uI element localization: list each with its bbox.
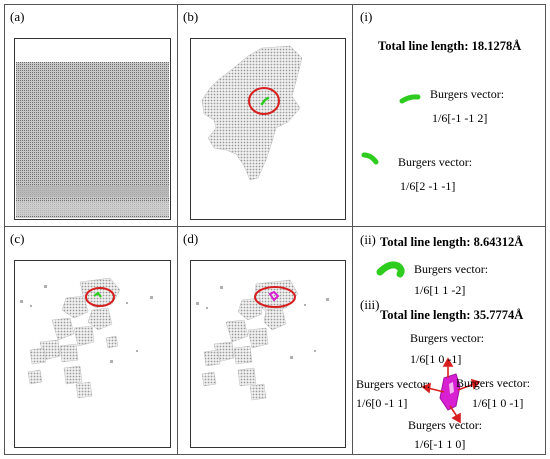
stray-atoms-d bbox=[196, 286, 329, 359]
column-divider-1 bbox=[177, 4, 178, 455]
burgers-vector-value-iii-left: 1/6[0 -1 1] bbox=[356, 396, 408, 410]
atom-clusters-c bbox=[27, 277, 121, 399]
atom-clusters-d bbox=[201, 279, 299, 401]
red-highlight-d bbox=[254, 286, 296, 308]
figure-border-left bbox=[4, 4, 5, 455]
figure-border-top bbox=[4, 4, 546, 5]
burgers-vector-value-iii-top: 1/6[1 0 -1] bbox=[410, 352, 462, 366]
burgers-vector-label-iii-top: Burgers vector: bbox=[410, 331, 485, 345]
figure-border-bottom bbox=[4, 454, 546, 455]
burgers-vector-label-ii: Burgers vector: bbox=[414, 262, 489, 276]
burgers-vector-value-i-1: 1/6[-1 -1 2] bbox=[432, 111, 488, 125]
red-highlight-b bbox=[248, 87, 280, 115]
dislocation-loop-iii-icon bbox=[439, 373, 461, 411]
stray-atoms-c bbox=[20, 285, 153, 363]
burgers-vector-value-iii-right: 1/6[1 0 -1] bbox=[472, 396, 524, 410]
dislocation-segment-1-icon bbox=[399, 94, 421, 104]
crystal-layer-band-lower bbox=[16, 202, 169, 216]
panel-label-a: (a) bbox=[10, 9, 25, 24]
panel-label-d: (d) bbox=[183, 231, 199, 246]
burgers-vector-label-i-2: Burgers vector: bbox=[398, 155, 473, 169]
total-line-length-ii: Total line length: 8.64312Å bbox=[380, 235, 524, 249]
burgers-vector-value-iii-bottom: 1/6[-1 1 0] bbox=[414, 437, 466, 451]
burgers-vector-value-ii: 1/6[1 1 -2] bbox=[414, 283, 466, 297]
green-dislocation-b bbox=[260, 96, 270, 106]
dislocation-segment-2-icon bbox=[361, 152, 379, 165]
burgers-vector-value-i-2: 1/6[2 -1 -1] bbox=[400, 179, 456, 193]
dislocation-segment-ii-icon bbox=[376, 261, 405, 278]
panel-label-iii: (iii) bbox=[360, 297, 380, 312]
green-dislocation-c bbox=[93, 291, 102, 298]
total-line-length-iii: Total line length: 35.7774Å bbox=[380, 308, 524, 322]
panel-label-i: (i) bbox=[360, 9, 373, 24]
burgers-vector-label-i-1: Burgers vector: bbox=[430, 87, 505, 101]
red-highlight-c bbox=[85, 287, 115, 307]
panel-label-b: (b) bbox=[183, 9, 199, 24]
defect-cluster-b bbox=[201, 45, 303, 181]
burgers-vector-arrows bbox=[421, 357, 481, 424]
total-line-length-i: Total line length: 18.1278Å bbox=[378, 39, 522, 53]
row-divider bbox=[4, 226, 546, 227]
panel-label-ii: (ii) bbox=[360, 232, 376, 247]
burgers-vector-label-iii-left: Burgers vector: bbox=[356, 377, 431, 391]
panel-label-c: (c) bbox=[10, 231, 25, 246]
figure-border-right bbox=[545, 4, 546, 455]
magenta-dislocation-d bbox=[268, 290, 280, 302]
column-divider-2 bbox=[352, 4, 353, 455]
burgers-vector-label-iii-bottom: Burgers vector: bbox=[408, 418, 483, 432]
burgers-vector-label-iii-right: Burgers vector: bbox=[456, 376, 531, 390]
crystal-layer-band bbox=[16, 185, 169, 197]
